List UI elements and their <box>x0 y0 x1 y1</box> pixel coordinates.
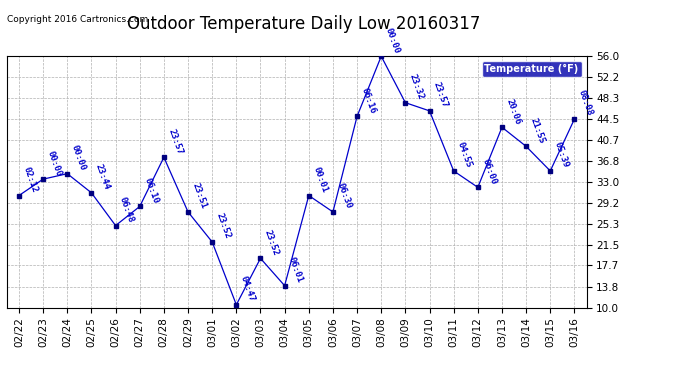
Text: 02:12: 02:12 <box>21 165 39 194</box>
Text: Outdoor Temperature Daily Low 20160317: Outdoor Temperature Daily Low 20160317 <box>127 15 480 33</box>
Text: 06:10: 06:10 <box>142 177 160 205</box>
Text: 06:48: 06:48 <box>118 196 136 224</box>
Text: Copyright 2016 Cartronics.com: Copyright 2016 Cartronics.com <box>7 15 148 24</box>
Text: 00:01: 00:01 <box>311 165 329 194</box>
Text: 06:30: 06:30 <box>335 182 353 210</box>
Text: 23:44: 23:44 <box>94 163 112 191</box>
Text: 23:52: 23:52 <box>215 212 233 240</box>
Text: 23:57: 23:57 <box>432 81 450 109</box>
Legend: Temperature (°F): Temperature (°F) <box>482 61 582 77</box>
Text: 04:47: 04:47 <box>239 275 257 303</box>
Text: 06:16: 06:16 <box>359 86 377 115</box>
Text: 00:00: 00:00 <box>46 149 63 177</box>
Text: 23:51: 23:51 <box>190 182 208 210</box>
Text: 06:01: 06:01 <box>287 256 305 284</box>
Text: 21:55: 21:55 <box>529 116 546 145</box>
Text: 20:06: 20:06 <box>504 97 522 126</box>
Text: 05:39: 05:39 <box>553 141 571 169</box>
Text: 00:00: 00:00 <box>70 144 88 172</box>
Text: 23:57: 23:57 <box>166 128 184 156</box>
Text: 00:00: 00:00 <box>384 26 402 55</box>
Text: 04:55: 04:55 <box>456 141 474 169</box>
Text: 23:52: 23:52 <box>263 228 281 257</box>
Text: 23:32: 23:32 <box>408 73 426 101</box>
Text: 06:00: 06:00 <box>480 158 498 186</box>
Text: 08:08: 08:08 <box>577 89 595 117</box>
